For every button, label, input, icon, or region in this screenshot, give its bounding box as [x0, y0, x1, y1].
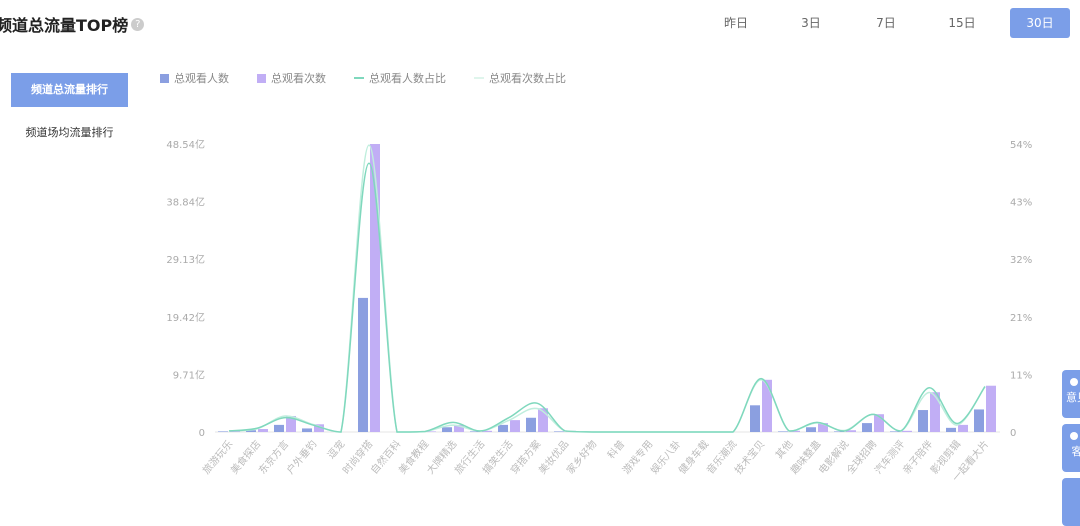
- bar-viewers: [358, 298, 368, 432]
- bar-viewers: [918, 410, 928, 432]
- y-right-tick: 0: [1010, 428, 1016, 439]
- feedback-button[interactable]: 意见: [1062, 370, 1080, 418]
- x-tick-label: 户外垂钓: [284, 438, 320, 477]
- bar-viewers: [498, 425, 508, 432]
- bar-views: [258, 429, 268, 432]
- service-button[interactable]: 客: [1062, 424, 1080, 472]
- y-left-tick: 48.54亿: [166, 138, 205, 151]
- service-label: 客: [1072, 445, 1080, 458]
- bar-viewers: [302, 428, 312, 432]
- y-left-tick: 38.84亿: [166, 196, 205, 209]
- y-left-tick: 9.71亿: [173, 368, 205, 381]
- y-right-tick: 54%: [1010, 140, 1032, 151]
- line-viewers-ratio: [229, 163, 985, 432]
- service-icon: [1070, 432, 1078, 440]
- bar-viewers: [274, 425, 284, 432]
- x-tick-label: 技术宝贝: [732, 438, 768, 477]
- bar-viewers: [778, 431, 788, 432]
- y-right-tick: 32%: [1010, 255, 1032, 266]
- bar-viewers: [526, 418, 536, 432]
- y-right-tick: 21%: [1010, 313, 1032, 324]
- bar-viewers: [442, 427, 452, 432]
- y-left-tick: 19.42亿: [166, 311, 205, 324]
- traffic-chart: 0 9.71亿 19.42亿 29.13亿 38.84亿 48.54亿 0 11% 21% 32%…: [0, 0, 1080, 486]
- y-right-tick: 11%: [1010, 370, 1032, 381]
- bar-viewers: [974, 409, 984, 432]
- bar-viewers: [862, 423, 872, 432]
- y-left-tick: 0: [199, 428, 205, 439]
- bar-viewers: [554, 431, 564, 432]
- feedback-label: 意见: [1066, 391, 1080, 404]
- more-button[interactable]: [1062, 478, 1080, 526]
- bar-viewers: [946, 428, 956, 432]
- y-right-tick: 43%: [1010, 198, 1032, 209]
- bar-views: [510, 420, 520, 432]
- bar-viewers: [218, 431, 228, 432]
- x-tick-label: 家乡好物: [564, 438, 600, 477]
- y-left-tick: 29.13亿: [166, 253, 205, 266]
- bar-views: [762, 380, 772, 432]
- x-tick-label: 科普: [604, 438, 627, 462]
- bar-views: [958, 425, 968, 432]
- line-views-ratio: [229, 145, 985, 432]
- x-tick-label: 其他: [772, 438, 795, 462]
- bar-views: [902, 431, 912, 432]
- feedback-icon: [1070, 378, 1078, 386]
- bar-views: [986, 386, 996, 432]
- bar-viewers: [806, 427, 816, 432]
- x-tick-label: 逗宠: [324, 438, 347, 462]
- bar-viewers: [750, 405, 760, 432]
